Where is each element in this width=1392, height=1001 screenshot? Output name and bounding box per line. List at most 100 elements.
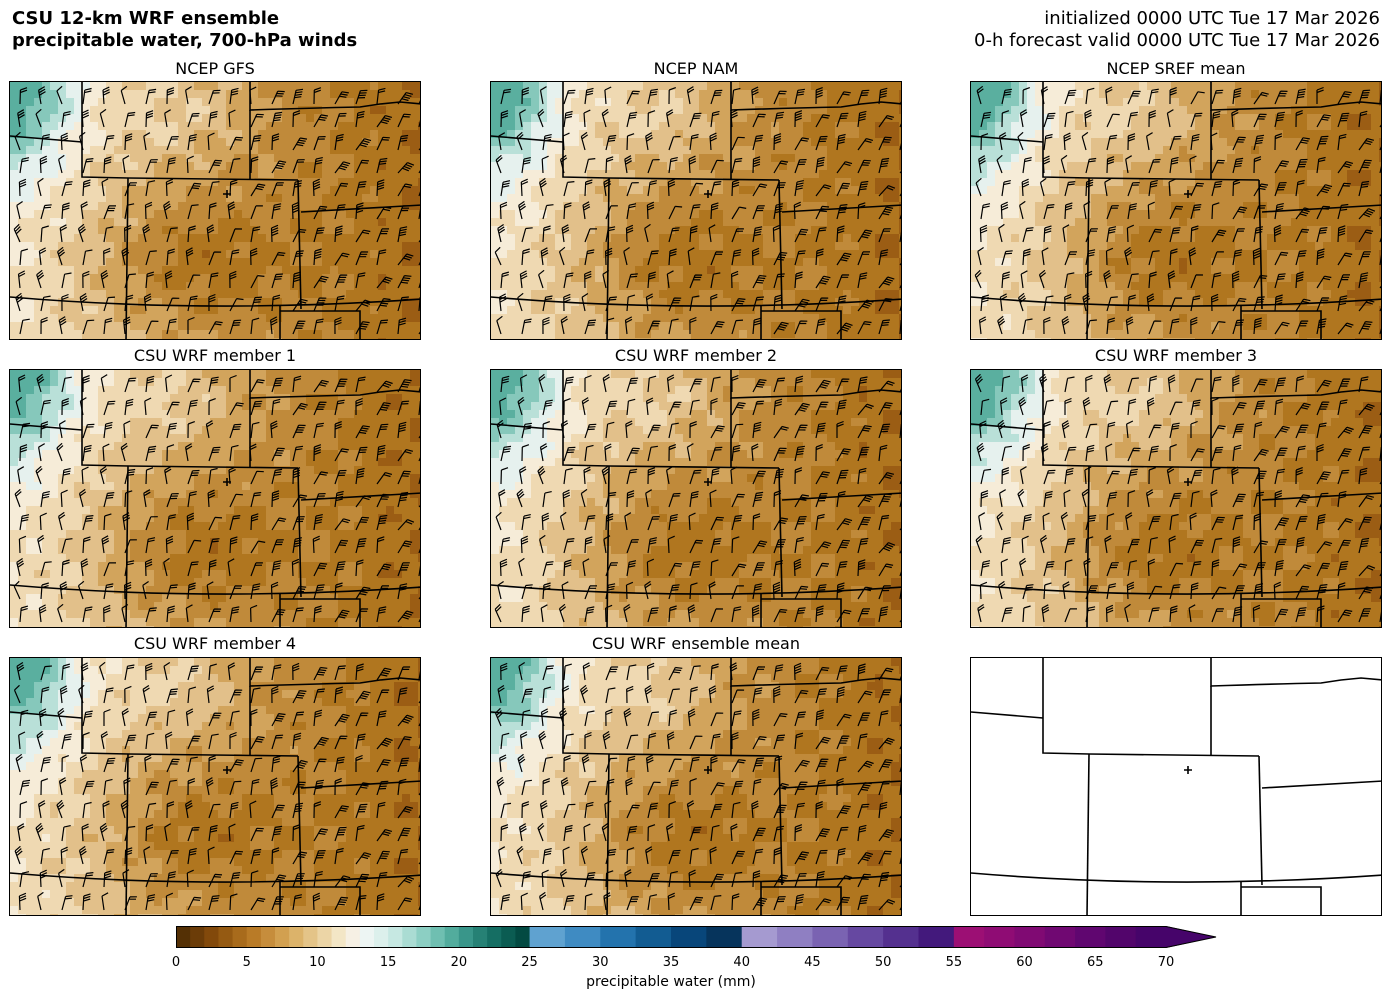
- wind-barb: [689, 133, 699, 151]
- wind-barb: [1104, 178, 1112, 197]
- wind-barb: [418, 386, 420, 393]
- wind-barb: [647, 711, 659, 727]
- wind-barb: [1146, 132, 1153, 151]
- state-borders: [971, 370, 1381, 627]
- wind-barb: [1232, 136, 1246, 151]
- wind-barb: [376, 249, 387, 266]
- wind-barb: [1167, 374, 1176, 393]
- wind-barb: [103, 421, 113, 439]
- wind-barb: [495, 154, 503, 174]
- wind-barb: [687, 708, 696, 727]
- panel-title-member2: CSU WRF member 2: [614, 346, 778, 365]
- colorbar-tick-label: 50: [874, 955, 892, 970]
- wind-barbs: [974, 85, 1381, 335]
- wind-barb: [1148, 158, 1161, 174]
- wind-barb: [166, 401, 180, 416]
- wind-barb: [376, 402, 391, 416]
- wind-barb: [857, 894, 869, 911]
- wind-barb: [584, 801, 594, 819]
- wind-barb: [815, 758, 829, 773]
- wind-barb: [794, 516, 807, 531]
- wind-barb: [584, 87, 594, 105]
- wind-barb: [878, 157, 890, 174]
- wind-barb: [1211, 202, 1220, 220]
- wind-barb: [794, 732, 804, 750]
- wind-barb: [124, 664, 135, 681]
- wind-barb: [542, 295, 553, 312]
- wind-barb: [103, 156, 112, 174]
- wind-barb: [731, 423, 744, 439]
- wind-barb: [731, 850, 745, 865]
- wind-barb: [334, 399, 345, 416]
- wind-barb: [836, 561, 848, 577]
- wind-barb: [584, 179, 593, 197]
- wind-barb: [208, 516, 223, 531]
- wind-barb: [397, 610, 414, 623]
- wind-barb: [815, 709, 825, 727]
- wind-barb: [518, 661, 526, 681]
- wind-barb: [1253, 134, 1265, 151]
- wind-barb: [644, 223, 651, 243]
- wind-barb: [584, 585, 597, 600]
- wind-barb: [376, 871, 388, 888]
- wind-barb: [1190, 539, 1204, 554]
- wind-barb: [1085, 179, 1094, 197]
- wind-barb: [82, 423, 95, 439]
- state-borders: [971, 82, 1381, 339]
- wind-barb: [752, 379, 767, 393]
- wind-barb: [731, 249, 742, 266]
- wind-barb: [1022, 318, 1033, 335]
- wind-barb: [1211, 586, 1227, 600]
- wind-barb: [581, 754, 590, 773]
- wind-barb: [1253, 317, 1262, 335]
- wind-barb: [208, 321, 223, 335]
- wind-barb: [397, 491, 409, 508]
- wind-barb: [229, 585, 243, 600]
- wind-barb: [1232, 87, 1242, 105]
- colorbar-swatch: [515, 926, 531, 948]
- wind-barb: [313, 227, 325, 243]
- wind-barb: [250, 583, 261, 600]
- colorbar-tick-label: 30: [592, 955, 609, 970]
- wind-barb: [773, 321, 789, 335]
- wind-barb: [836, 735, 850, 750]
- wind-barb: [752, 687, 763, 704]
- wind-barb: [78, 845, 87, 865]
- wind-barb: [626, 896, 639, 911]
- wind-barb: [710, 754, 718, 772]
- wind-barb: [1316, 379, 1332, 393]
- wind-barb: [397, 134, 409, 151]
- wind-barb: [626, 447, 640, 462]
- init-time: initialized 0000 UTC Tue 17 Mar 2026: [1044, 8, 1380, 29]
- wind-barbs: [974, 373, 1381, 623]
- wind-barb: [1337, 378, 1351, 393]
- wind-barb: [1022, 444, 1031, 462]
- wind-barb: [773, 468, 785, 485]
- wind-barb: [376, 136, 390, 151]
- wind-barb: [271, 182, 284, 197]
- wind-barb: [334, 756, 345, 773]
- wind-barb: [1316, 422, 1327, 439]
- wind-barb: [1379, 328, 1381, 335]
- wind-barb: [40, 316, 48, 335]
- wind-barb: [227, 662, 236, 681]
- wind-barb: [1253, 421, 1263, 439]
- wind-barb: [1043, 399, 1054, 416]
- wind-barb: [625, 420, 633, 439]
- wind-barb: [667, 892, 676, 911]
- wind-barb: [334, 378, 348, 393]
- wind-barb: [19, 444, 28, 462]
- wind-barb: [582, 662, 591, 681]
- wind-barb: [229, 374, 237, 392]
- wind-barb: [1358, 516, 1372, 531]
- wind-barb: [145, 424, 159, 439]
- wind-barb: [1001, 180, 1011, 197]
- wind-barb: [334, 778, 342, 796]
- wind-barb: [542, 491, 552, 508]
- wind-barb: [521, 422, 532, 439]
- wind-barb: [58, 511, 66, 531]
- wind-barb: [1337, 295, 1348, 312]
- wind-barb: [899, 781, 901, 796]
- wind-barb: [1022, 87, 1031, 105]
- wind-barb: [397, 687, 408, 704]
